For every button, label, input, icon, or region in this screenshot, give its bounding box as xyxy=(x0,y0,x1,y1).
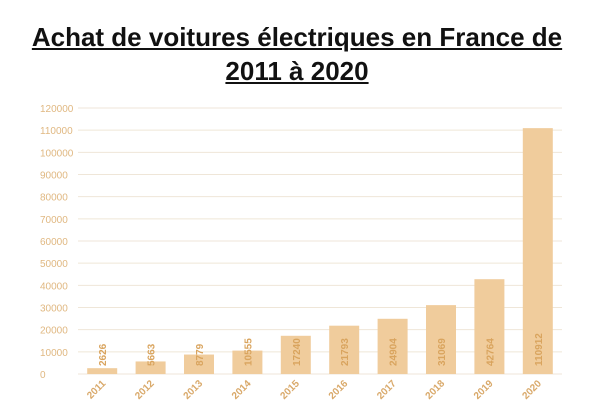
x-tick-label: 2014 xyxy=(230,378,254,402)
bar xyxy=(377,318,408,374)
y-tick-label: 90000 xyxy=(40,171,68,182)
bar xyxy=(474,279,505,374)
data-label: 21793 xyxy=(340,338,351,366)
chart-title-line-1: Achat de voitures électriques en France … xyxy=(31,22,563,52)
x-tick-label: 2011 xyxy=(85,378,108,401)
x-tick-label: 2015 xyxy=(278,378,302,402)
x-tick-label: 2019 xyxy=(472,378,496,402)
data-label: 110912 xyxy=(534,333,545,366)
x-axis-ticks: 2011 2012 2013 2014 2015 2016 2017 2018 2019 2020 xyxy=(85,378,544,402)
y-tick-label: 60000 xyxy=(40,237,68,248)
data-label: 10555 xyxy=(243,338,254,366)
x-tick-label: 2017 xyxy=(375,378,399,402)
data-label: 24904 xyxy=(389,338,400,366)
x-tick-label: 2020 xyxy=(520,378,544,402)
y-tick-label: 0 xyxy=(40,370,46,381)
bar xyxy=(426,305,456,374)
bar xyxy=(522,128,553,374)
data-labels: 2626 5663 8779 10555 17240 21793 24904 31069 427… xyxy=(98,333,545,366)
y-tick-label: 70000 xyxy=(40,215,68,226)
y-tick-label: 120000 xyxy=(40,104,74,115)
y-tick-label: 80000 xyxy=(40,193,68,204)
y-tick-label: 50000 xyxy=(40,259,68,270)
bars xyxy=(87,128,553,374)
data-label: 42764 xyxy=(485,338,496,366)
gridlines xyxy=(78,107,562,375)
data-label: 8779 xyxy=(195,343,206,366)
bar xyxy=(232,350,263,374)
y-tick-label: 110000 xyxy=(40,126,73,137)
bar xyxy=(135,361,166,374)
y-tick-label: 40000 xyxy=(40,281,68,292)
data-label: 2626 xyxy=(98,343,109,366)
x-tick-label: 2016 xyxy=(327,378,351,402)
chart-title-line-2: 2011 à 2020 xyxy=(225,56,369,86)
y-tick-label: 20000 xyxy=(40,326,68,337)
bar xyxy=(329,325,360,374)
data-label: 17240 xyxy=(292,338,303,366)
bar xyxy=(184,354,214,374)
bar xyxy=(87,368,118,374)
y-tick-label: 100000 xyxy=(40,148,74,159)
x-tick-label: 2012 xyxy=(133,378,157,402)
data-label: 31069 xyxy=(437,338,448,366)
bar xyxy=(280,335,311,374)
x-tick-label: 2018 xyxy=(424,378,448,402)
y-axis-ticks: 0 10000 20000 30000 40000 50000 60000 70000 8000… xyxy=(40,104,74,381)
data-label: 5663 xyxy=(147,343,158,366)
x-tick-label: 2013 xyxy=(182,378,206,402)
y-tick-label: 10000 xyxy=(40,348,68,359)
chart-title: Achat de voitures électriques en France … xyxy=(0,20,594,88)
y-tick-label: 30000 xyxy=(40,304,68,315)
